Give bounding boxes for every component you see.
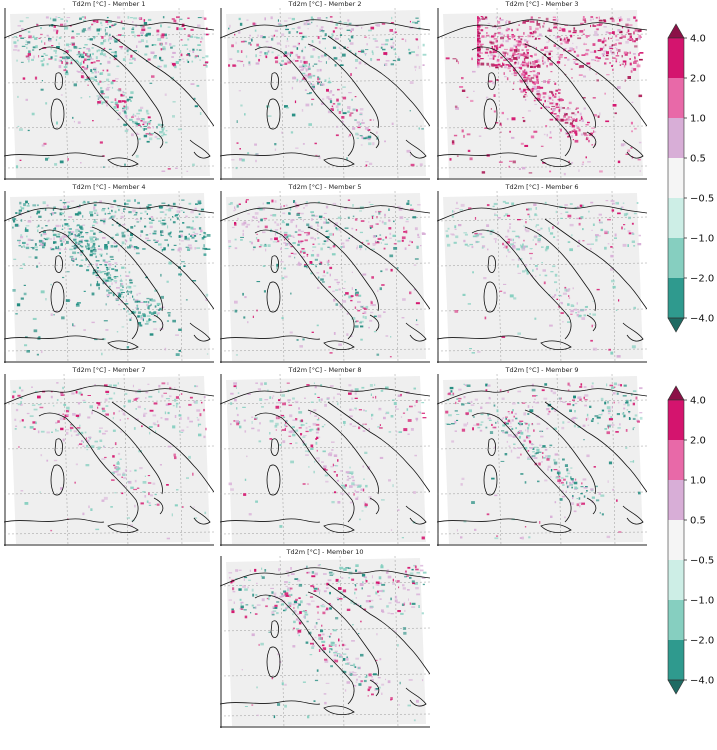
colorbar-tick-label: −1.0 — [690, 234, 714, 245]
colorbar-tick-label: 1.0 — [690, 114, 706, 125]
colorbar-tick-label: 1.0 — [690, 476, 706, 487]
colorbar-segment — [668, 640, 684, 680]
colorbar-extend-high — [667, 23, 685, 39]
colorbar-extend-low — [667, 679, 685, 695]
map-panel-9: Td2m [°C] - Member 9 — [437, 366, 647, 546]
coastline — [220, 19, 430, 168]
panel-title: Td2m [°C] - Member 2 — [288, 0, 362, 8]
colorbar-tick-label: −2.0 — [690, 636, 714, 647]
colorbar-tick-label: 0.5 — [690, 154, 706, 165]
coastline — [437, 202, 647, 351]
map-panel-1: Td2m [°C] - Member 1 — [4, 0, 214, 180]
panel-title: Td2m [°C] - Member 8 — [288, 366, 362, 374]
colorbar-tick-label: 0.5 — [690, 516, 706, 527]
panel-title: Td2m [°C] - Member 4 — [72, 183, 146, 191]
anomaly-field — [228, 199, 426, 358]
coastline — [220, 567, 430, 716]
colorbar-segment — [668, 118, 684, 158]
colorbar-tick-label: 2.0 — [690, 436, 706, 447]
panel-title: Td2m [°C] - Member 10 — [286, 548, 364, 556]
map-canvas — [4, 8, 214, 180]
anomaly-field — [445, 16, 644, 176]
map-canvas — [437, 374, 647, 546]
map-panel-4: Td2m [°C] - Member 4 — [4, 183, 214, 363]
panel-title: Td2m [°C] - Member 9 — [505, 366, 579, 374]
panel-title: Td2m [°C] - Member 3 — [505, 0, 579, 8]
map-panel-2: Td2m [°C] - Member 2 — [220, 0, 430, 180]
map-panel-5: Td2m [°C] - Member 5 — [220, 183, 430, 363]
model-domain — [443, 376, 643, 544]
graticule — [4, 8, 214, 180]
panel-title: Td2m [°C] - Member 7 — [72, 366, 146, 374]
colorbar-segment — [668, 520, 684, 560]
map-panel-6: Td2m [°C] - Member 6 — [437, 183, 647, 363]
colorbar-extend-low — [667, 317, 685, 333]
colorbar-segment — [668, 400, 684, 440]
coastline — [437, 385, 647, 534]
anomaly-field — [13, 16, 209, 172]
coastline — [220, 385, 430, 534]
colorbar-tick-label: −4.0 — [690, 676, 714, 687]
anomaly-field — [445, 382, 643, 540]
anomaly-field — [12, 382, 207, 540]
coastline — [220, 202, 430, 351]
model-domain — [443, 193, 643, 361]
colorbar-segment — [668, 560, 684, 600]
anomaly-field — [228, 382, 427, 540]
map-panel-7: Td2m [°C] - Member 7 — [4, 366, 214, 546]
colorbar-segment — [668, 198, 684, 238]
colorbar-tick-label: −4.0 — [690, 314, 714, 325]
colorbar-outline — [667, 399, 685, 681]
map-canvas — [220, 191, 430, 363]
colorbar-tick-label: 4.0 — [690, 396, 706, 407]
colorbar-tick-label: 2.0 — [690, 74, 706, 85]
colorbar-tick-label: −2.0 — [690, 274, 714, 285]
colorbar-top-svg: 4.0 2.0 1.0 0.5 −0.5 −1.0 −2.0 −4.0 — [667, 23, 714, 333]
colorbar-bottom: 4.0 2.0 1.0 0.5 −0.5 −1.0 −2.0 −4.0 — [660, 385, 715, 726]
colorbar-extend-high — [667, 385, 685, 401]
map-panel-3: Td2m [°C] - Member 3 — [437, 0, 647, 180]
graticule — [220, 191, 430, 363]
graticule — [437, 191, 647, 363]
colorbar-segment — [668, 238, 684, 278]
map-canvas — [437, 191, 647, 363]
colorbar-segment — [668, 600, 684, 640]
map-canvas — [4, 374, 214, 546]
model-domain — [226, 558, 426, 726]
map-panel-8: Td2m [°C] - Member 8 — [220, 366, 430, 546]
graticule — [437, 374, 647, 546]
colorbar-segment — [668, 480, 684, 520]
panel-title: Td2m [°C] - Member 6 — [505, 183, 579, 191]
colorbar-tick-label: 4.0 — [690, 34, 706, 45]
coastline — [437, 19, 647, 168]
map-panel-10: Td2m [°C] - Member 10 — [220, 548, 430, 728]
map-canvas — [220, 556, 430, 728]
map-canvas — [220, 374, 430, 546]
panel-title: Td2m [°C] - Member 5 — [288, 183, 362, 191]
colorbar-segment — [668, 440, 684, 480]
map-canvas — [437, 8, 647, 180]
coastline — [4, 385, 214, 534]
coastline — [4, 202, 214, 351]
map-canvas — [220, 8, 430, 180]
coastline — [4, 19, 214, 168]
colorbar-segment — [668, 278, 684, 318]
map-canvas — [4, 191, 214, 363]
colorbar-tick-label: −1.0 — [690, 596, 714, 607]
colorbar-segment — [668, 158, 684, 198]
colorbar-segment — [668, 38, 684, 78]
colorbar-bottom-svg: 4.0 2.0 1.0 0.5 −0.5 −1.0 −2.0 −4.0 — [667, 385, 714, 695]
graticule — [220, 556, 430, 728]
colorbar-segment — [668, 78, 684, 118]
panel-title: Td2m [°C] - Member 1 — [72, 0, 146, 8]
colorbar-outline — [667, 37, 685, 319]
graticule — [4, 374, 214, 546]
colorbar-top: 4.0 2.0 1.0 0.5 −0.5 −1.0 −2.0 −4.0 — [660, 23, 715, 364]
colorbar-tick-label: −0.5 — [690, 194, 714, 205]
colorbar-tick-label: −0.5 — [690, 556, 714, 567]
model-domain — [10, 376, 210, 544]
model-domain — [226, 376, 426, 544]
